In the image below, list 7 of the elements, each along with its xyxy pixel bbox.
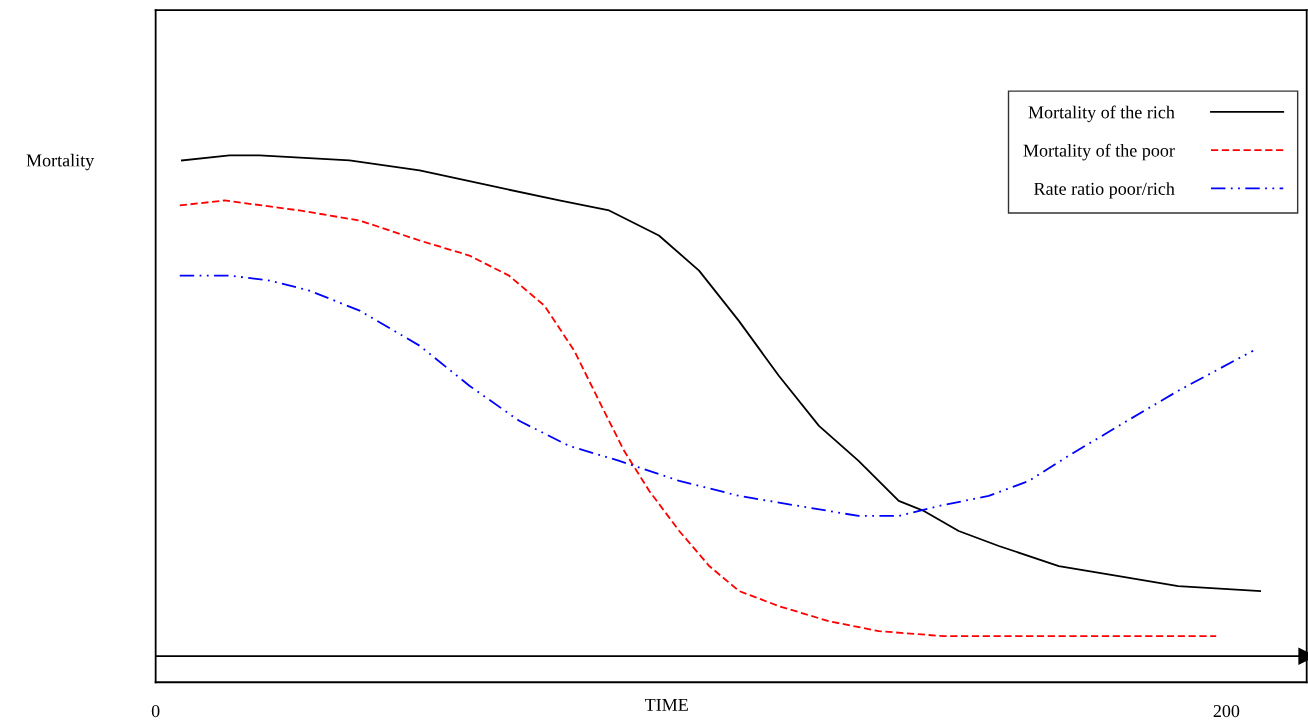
legend-label: Rate ratio poor/rich [1034,182,1175,199]
legend-label: Mortality of the rich [1028,105,1175,123]
legend-label: Mortality of the poor [1023,143,1175,161]
x-axis-title: TIME [644,698,688,711]
y-axis-title: Mortality [26,153,95,171]
x-tick-label: 200 [1213,704,1240,718]
x-tick-label: 0 [151,704,160,718]
